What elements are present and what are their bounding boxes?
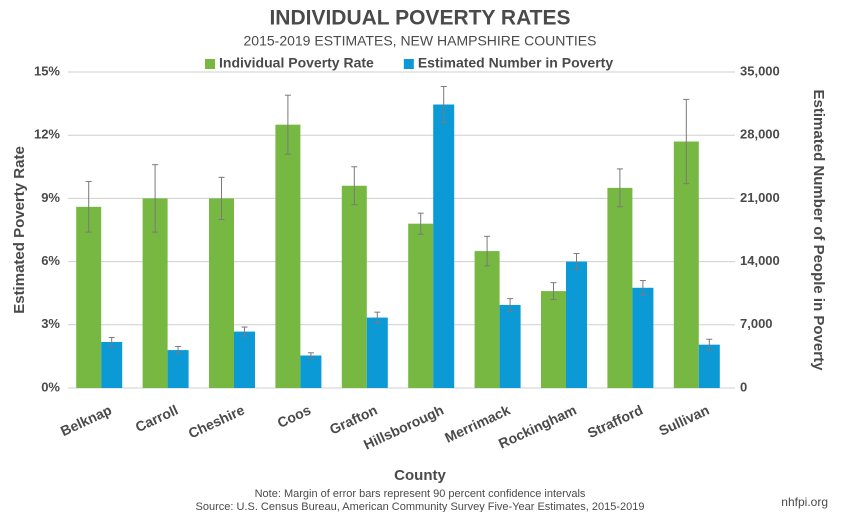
y2-tick-label: 35,000 bbox=[740, 63, 780, 78]
y2-tick-label: 21,000 bbox=[740, 190, 780, 205]
error-bar bbox=[484, 235, 491, 267]
error-bar bbox=[108, 336, 115, 347]
bar bbox=[408, 223, 434, 388]
legend-label: Estimated Number in Poverty bbox=[418, 55, 613, 71]
y2-tick-label: 0 bbox=[740, 379, 747, 394]
bar bbox=[300, 355, 322, 388]
bar bbox=[341, 185, 367, 388]
legend-swatch bbox=[205, 59, 215, 69]
y-axis-label: Estimated Poverty Rate bbox=[11, 146, 28, 314]
bar bbox=[566, 261, 587, 388]
bar bbox=[76, 206, 102, 388]
bar bbox=[433, 104, 455, 388]
chart-subtitle: 2015-2019 ESTIMATES, NEW HAMPSHIRE COUNT… bbox=[244, 33, 597, 49]
bar bbox=[101, 341, 123, 388]
error-bar bbox=[351, 166, 358, 206]
y2-tick-label: 28,000 bbox=[740, 127, 780, 142]
error-bar bbox=[284, 94, 291, 155]
y-tick-label: 15% bbox=[34, 63, 60, 78]
error-bar bbox=[440, 85, 447, 124]
error-bar bbox=[175, 345, 182, 355]
bar bbox=[167, 350, 189, 388]
error-bar bbox=[307, 352, 314, 359]
error-bar bbox=[616, 168, 623, 208]
error-bar bbox=[374, 311, 381, 324]
x-tick-label: Cheshire bbox=[186, 401, 247, 441]
y-tick-label: 0% bbox=[41, 379, 60, 394]
error-bar bbox=[683, 98, 690, 185]
y2-tick-label: 7,000 bbox=[740, 316, 773, 331]
x-axis-label: County bbox=[394, 467, 446, 484]
error-bar bbox=[152, 164, 159, 233]
chart-title: INDIVIDUAL POVERTY RATES bbox=[269, 7, 570, 30]
bar bbox=[499, 304, 521, 388]
y-tick-label: 9% bbox=[41, 190, 60, 205]
y2-axis-label: Estimated Number of People in Poverty bbox=[810, 90, 827, 372]
legend-label: Individual Poverty Rate bbox=[219, 55, 374, 71]
note: Note: Margin of error bars represent 90 … bbox=[255, 488, 586, 500]
credit: nhfpi.org bbox=[781, 495, 828, 509]
bar bbox=[632, 287, 654, 388]
bar bbox=[209, 198, 234, 388]
bar bbox=[698, 344, 720, 388]
y2-tick-label: 14,000 bbox=[740, 253, 780, 268]
error-bar bbox=[550, 282, 557, 301]
error-bar bbox=[417, 212, 424, 235]
bar bbox=[234, 331, 255, 388]
error-bar bbox=[85, 181, 92, 233]
y-tick-label: 3% bbox=[41, 316, 60, 331]
legend-swatch bbox=[403, 59, 414, 69]
error-bar bbox=[639, 280, 646, 296]
bar bbox=[275, 124, 301, 389]
x-tick-label: Sullivan bbox=[656, 402, 711, 439]
y-tick-label: 6% bbox=[41, 253, 60, 268]
bar bbox=[607, 187, 633, 388]
bar bbox=[366, 317, 388, 388]
error-bar bbox=[507, 298, 514, 312]
error-bar bbox=[218, 176, 225, 220]
error-bar bbox=[573, 252, 580, 271]
x-tick-label: Belknap bbox=[58, 402, 114, 440]
error-bar bbox=[706, 338, 713, 351]
x-tick-label: Strafford bbox=[585, 402, 645, 441]
source: Source: U.S. Census Bureau, American Com… bbox=[196, 501, 645, 512]
x-tick-label: Carroll bbox=[133, 402, 181, 436]
y-tick-label: 12% bbox=[34, 127, 60, 142]
bar bbox=[474, 251, 500, 388]
bar bbox=[541, 291, 566, 388]
error-bar bbox=[241, 326, 248, 337]
x-tick-label: Coos bbox=[275, 401, 314, 430]
